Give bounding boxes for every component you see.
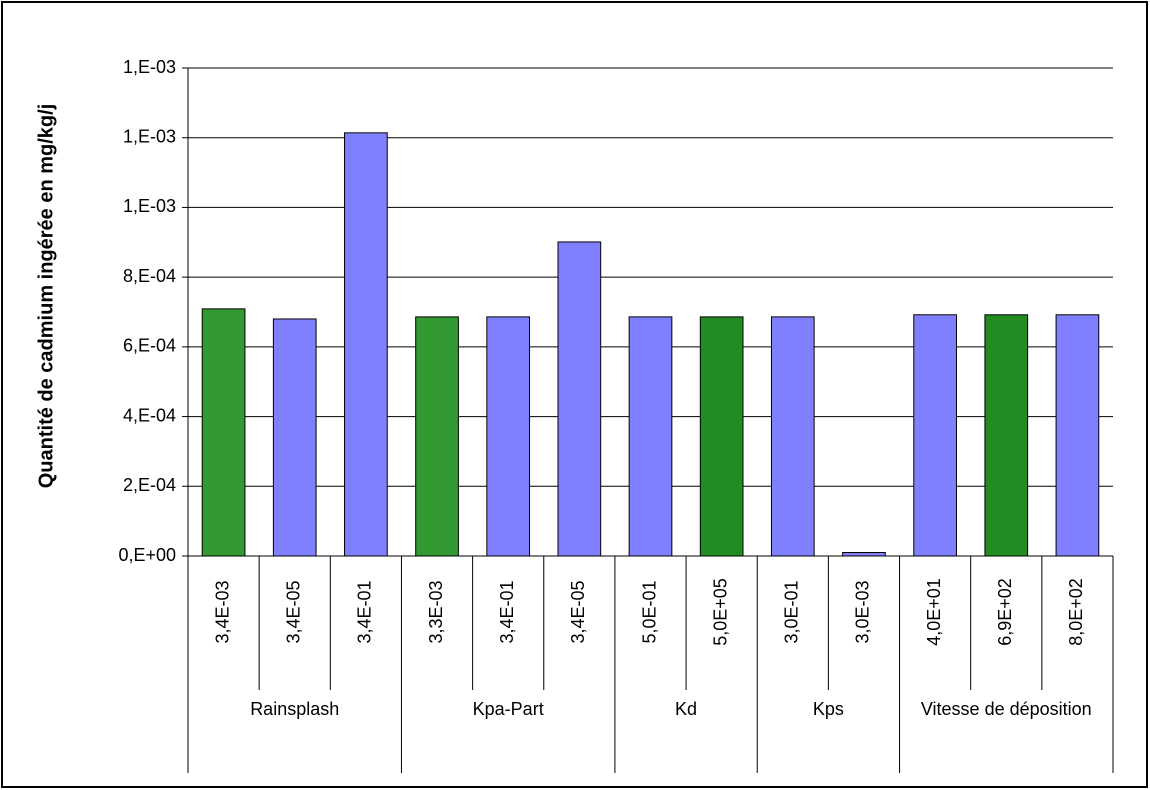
x-tick-label: 3,3E-03 xyxy=(426,580,446,643)
x-tick-label: 4,0E+01 xyxy=(924,578,944,646)
x-tick-label: 5,0E+05 xyxy=(710,578,730,646)
bar xyxy=(984,314,1029,557)
bar xyxy=(201,308,246,557)
group-label-box: Vitesse de déposition xyxy=(920,699,1092,719)
y-tick-label: 8,E-04 xyxy=(123,266,176,286)
group-label-box: Kd xyxy=(675,699,698,719)
bar xyxy=(628,316,673,557)
group-label: Kpa-Part xyxy=(472,699,544,719)
bar xyxy=(415,316,459,557)
x-tick-label: 3,4E-05 xyxy=(283,580,303,643)
bar xyxy=(770,316,815,557)
y-axis-title: Quantité de cadmium ingérée en mg/kg/j xyxy=(35,104,57,489)
y-tick-label: 1,E-03 xyxy=(123,196,176,216)
bar xyxy=(1055,314,1100,557)
bar xyxy=(557,241,602,557)
bar xyxy=(842,552,886,557)
y-tick-label: 1,E-03 xyxy=(123,57,176,77)
y-tick-label: 1,E-03 xyxy=(123,126,176,146)
x-tick-label: 3,4E-05 xyxy=(568,580,588,643)
y-tick-label: 0,E+00 xyxy=(118,545,176,565)
group-label: Kd xyxy=(675,699,698,719)
x-tick-label: 3,0E-03 xyxy=(853,580,873,643)
x-tick-label: 3,4E-01 xyxy=(497,580,517,643)
bar xyxy=(486,316,531,557)
bar xyxy=(913,314,957,557)
x-tick-label: 3,4E-03 xyxy=(212,580,232,643)
group-label-box: Kpa-Part xyxy=(472,699,544,719)
x-tick-label: 8,0E+02 xyxy=(1066,578,1086,646)
bar xyxy=(344,132,388,557)
y-tick-label: 6,E-04 xyxy=(123,336,176,356)
group-label: Rainsplash xyxy=(250,699,340,719)
y-tick-label: 4,E-04 xyxy=(123,405,176,425)
group-label: Vitesse de déposition xyxy=(920,699,1092,719)
group-label-box: Kps xyxy=(812,699,844,719)
bar xyxy=(272,318,317,557)
x-tick-label: 5,0E-01 xyxy=(639,580,659,643)
x-tick-label: 3,0E-01 xyxy=(782,580,802,643)
bar xyxy=(699,316,744,557)
group-label-box: Rainsplash xyxy=(250,699,340,719)
x-tick-label: 6,9E+02 xyxy=(995,578,1015,646)
x-tick-label: 3,4E-01 xyxy=(355,580,375,643)
y-tick-label: 2,E-04 xyxy=(123,475,176,495)
group-label: Kps xyxy=(812,699,844,719)
